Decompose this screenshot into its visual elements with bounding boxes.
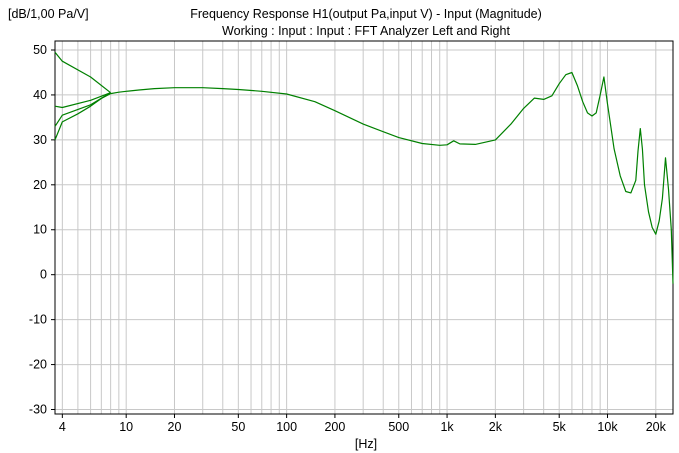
- x-tick-label: 20: [168, 420, 182, 434]
- x-tick-label: 4: [59, 420, 66, 434]
- x-tick-label: 100: [276, 420, 297, 434]
- y-tick-label: 10: [33, 223, 47, 237]
- series-line-1: [54, 71, 674, 284]
- x-tick-label: 10: [119, 420, 133, 434]
- y-tick-label: -20: [29, 358, 47, 372]
- y-tick-label: 30: [33, 133, 47, 147]
- x-tick-label: 1k: [440, 420, 454, 434]
- chart-title: Frequency Response H1(output Pa,input V)…: [190, 7, 542, 21]
- x-tick-label: 50: [231, 420, 245, 434]
- x-tick-label: 20k: [646, 420, 667, 434]
- y-tick-label: 40: [33, 88, 47, 102]
- y-tick-label: 20: [33, 178, 47, 192]
- x-axis-label: [Hz]: [355, 437, 377, 451]
- y-tick-label: -30: [29, 403, 47, 417]
- series-line-2: [54, 51, 111, 94]
- x-tick-label: 5k: [553, 420, 567, 434]
- grid-lines: [55, 41, 673, 414]
- y-tick-label: -10: [29, 313, 47, 327]
- chart-subtitle: Working : Input : Input : FFT Analyzer L…: [222, 24, 510, 38]
- x-tick-labels: 4 10 20 50 100 200 500 1k 2k 5k 10k 20k: [59, 414, 667, 434]
- x-tick-label: 500: [388, 420, 409, 434]
- series-line-4: [54, 92, 111, 127]
- series-line-3: [54, 92, 111, 109]
- y-tick-label: 50: [33, 43, 47, 57]
- y-tick-labels: 50 40 30 20 10 0 -10 -20 -30: [29, 43, 55, 417]
- x-tick-label: 2k: [489, 420, 503, 434]
- y-axis-label: [dB/1,00 Pa/V]: [8, 7, 89, 21]
- plot-frame: [54, 40, 674, 415]
- series-group: [54, 51, 674, 284]
- x-tick-label: 200: [324, 420, 345, 434]
- x-tick-label: 10k: [597, 420, 618, 434]
- y-tick-label: 0: [40, 268, 47, 282]
